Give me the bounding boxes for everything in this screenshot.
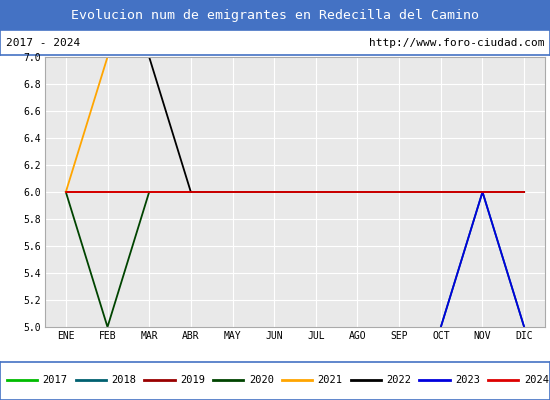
Text: 2018: 2018 bbox=[111, 375, 136, 385]
Text: 2021: 2021 bbox=[317, 375, 343, 385]
Text: 2023: 2023 bbox=[455, 375, 480, 385]
Text: 2024: 2024 bbox=[524, 375, 549, 385]
Text: http://www.foro-ciudad.com: http://www.foro-ciudad.com bbox=[369, 38, 544, 48]
Text: 2019: 2019 bbox=[180, 375, 205, 385]
Text: 2022: 2022 bbox=[386, 375, 411, 385]
Text: Evolucion num de emigrantes en Redecilla del Camino: Evolucion num de emigrantes en Redecilla… bbox=[71, 8, 479, 22]
Text: 2017: 2017 bbox=[43, 375, 68, 385]
Text: 2017 - 2024: 2017 - 2024 bbox=[6, 38, 80, 48]
Text: 2020: 2020 bbox=[249, 375, 274, 385]
